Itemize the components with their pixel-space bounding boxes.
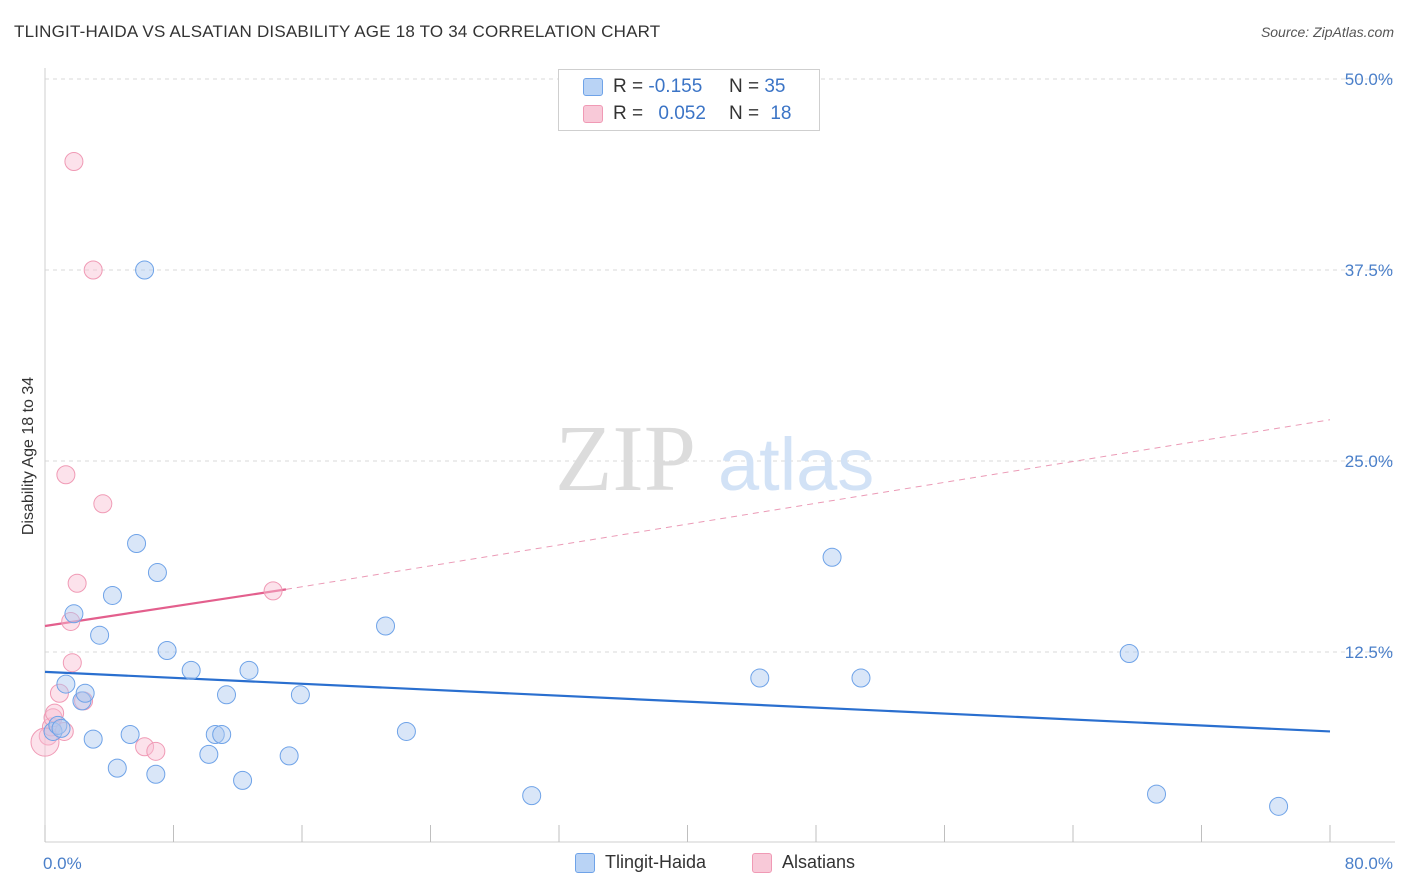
tlingit-haida-point bbox=[102, 585, 122, 605]
tlingit-haida-point bbox=[157, 640, 177, 660]
bottom-legend-tlingit-haida: Tlingit-Haida bbox=[575, 852, 706, 873]
trend-lines bbox=[44, 419, 1331, 733]
tlingit-haida-point bbox=[64, 604, 84, 624]
n-label: N = bbox=[728, 76, 760, 97]
legend-row-tlingit-haida: R = -0.155 N = 35 bbox=[583, 75, 785, 99]
alsatians-point bbox=[49, 683, 69, 703]
tlingit-haida-point bbox=[127, 534, 147, 554]
tlingit-haida-point bbox=[56, 674, 76, 694]
alsatians-point bbox=[64, 152, 84, 172]
tlingit-haida-point bbox=[83, 729, 103, 749]
tlingit-haida-point bbox=[1269, 796, 1289, 816]
alsatians-trend-extension bbox=[285, 419, 1331, 590]
alsatians-point bbox=[56, 465, 76, 485]
x-tick-label: 0.0% bbox=[43, 854, 82, 873]
alsatians-r-value: 0.052 bbox=[658, 103, 706, 124]
alsatians-point bbox=[263, 581, 283, 601]
tlingit-haida-point bbox=[212, 725, 232, 745]
tlingit-haida-n-value: 35 bbox=[764, 76, 786, 97]
tlingit-haida-point bbox=[51, 718, 71, 738]
tlingit-haida-point bbox=[396, 721, 416, 741]
tlingit-haida-point bbox=[147, 563, 167, 583]
n-label: N = bbox=[728, 103, 760, 124]
r-label: R = bbox=[613, 103, 644, 124]
legend-row-alsatians: R = 0.052 N = 18 bbox=[583, 102, 791, 126]
tlingit-haida-point bbox=[239, 660, 259, 680]
tlingit-haida-point bbox=[279, 746, 299, 766]
alsatians-point bbox=[146, 741, 166, 761]
tlingit-haida-point bbox=[90, 625, 110, 645]
source-label: Source: ZipAtlas.com bbox=[1260, 24, 1394, 40]
tlingit-haida-point bbox=[522, 786, 542, 806]
tlingit-haida-point bbox=[851, 668, 871, 688]
alsatians-point bbox=[62, 653, 82, 673]
tlingit-haida-trend-line bbox=[44, 670, 1331, 733]
tlingit-haida-legend-swatch bbox=[575, 852, 595, 873]
tlingit-haida-point bbox=[120, 725, 140, 745]
alsatians-swatch bbox=[583, 105, 603, 123]
tlingit-haida-point bbox=[217, 685, 237, 705]
tlingit-haida-swatch bbox=[583, 78, 603, 96]
grid-lines bbox=[45, 78, 1395, 653]
axis-labels: 12.5% 25.0% 37.5% 50.0% 0.0% 80.0% Disability … bbox=[20, 70, 1393, 873]
alsatians-point bbox=[83, 260, 103, 280]
y-tick-label: 25.0% bbox=[1345, 452, 1393, 471]
alsatians-trend-line bbox=[44, 588, 287, 628]
watermark-zip: ZIP bbox=[555, 407, 696, 511]
tlingit-haida-point bbox=[750, 668, 770, 688]
bottom-legend-alsatians: Alsatians bbox=[752, 852, 855, 873]
x-tick-label: 80.0% bbox=[1345, 854, 1393, 873]
alsatians-n-value: 18 bbox=[770, 103, 792, 124]
alsatians-point bbox=[135, 737, 155, 757]
tlingit-haida-point bbox=[181, 660, 201, 680]
data-points bbox=[30, 152, 1289, 816]
alsatians-point bbox=[93, 494, 113, 514]
correlation-legend: R = -0.155 N = 35 R = 0.052 N = 18 bbox=[558, 69, 820, 131]
tlingit-haida-point bbox=[146, 764, 166, 784]
tlingit-haida-r-value: -0.155 bbox=[648, 76, 703, 97]
tlingit-haida-point bbox=[1147, 784, 1167, 804]
chart-title: TLINGIT-HAIDA VS ALSATIAN DISABILITY AGE… bbox=[14, 22, 661, 41]
y-tick-label: 50.0% bbox=[1345, 70, 1393, 89]
tlingit-haida-point bbox=[135, 260, 155, 280]
tlingit-haida-point bbox=[72, 691, 92, 711]
y-tick-label: 37.5% bbox=[1345, 261, 1393, 280]
tlingit-haida-point bbox=[822, 547, 842, 567]
tlingit-haida-point bbox=[48, 715, 68, 735]
tlingit-haida-point bbox=[1119, 644, 1139, 664]
y-axis-label: Disability Age 18 to 34 bbox=[20, 377, 37, 535]
r-label: R = bbox=[613, 76, 644, 97]
tlingit-haida-point bbox=[205, 725, 225, 745]
alsatians-legend-swatch bbox=[752, 852, 772, 873]
tlingit-haida-point bbox=[233, 770, 253, 790]
tlingit-haida-point bbox=[376, 616, 396, 636]
tlingit-haida-point bbox=[199, 744, 219, 764]
tlingit-haida-legend-label: Tlingit-Haida bbox=[605, 852, 707, 872]
tlingit-haida-point bbox=[290, 685, 310, 705]
alsatians-point bbox=[67, 573, 87, 593]
watermark-atlas: atlas bbox=[718, 423, 874, 506]
tlingit-haida-point bbox=[107, 758, 127, 778]
y-tick-label: 12.5% bbox=[1345, 643, 1393, 662]
alsatians-legend-label: Alsatians bbox=[782, 852, 856, 872]
tlingit-haida-point bbox=[75, 683, 95, 703]
alsatians-point bbox=[61, 611, 81, 631]
